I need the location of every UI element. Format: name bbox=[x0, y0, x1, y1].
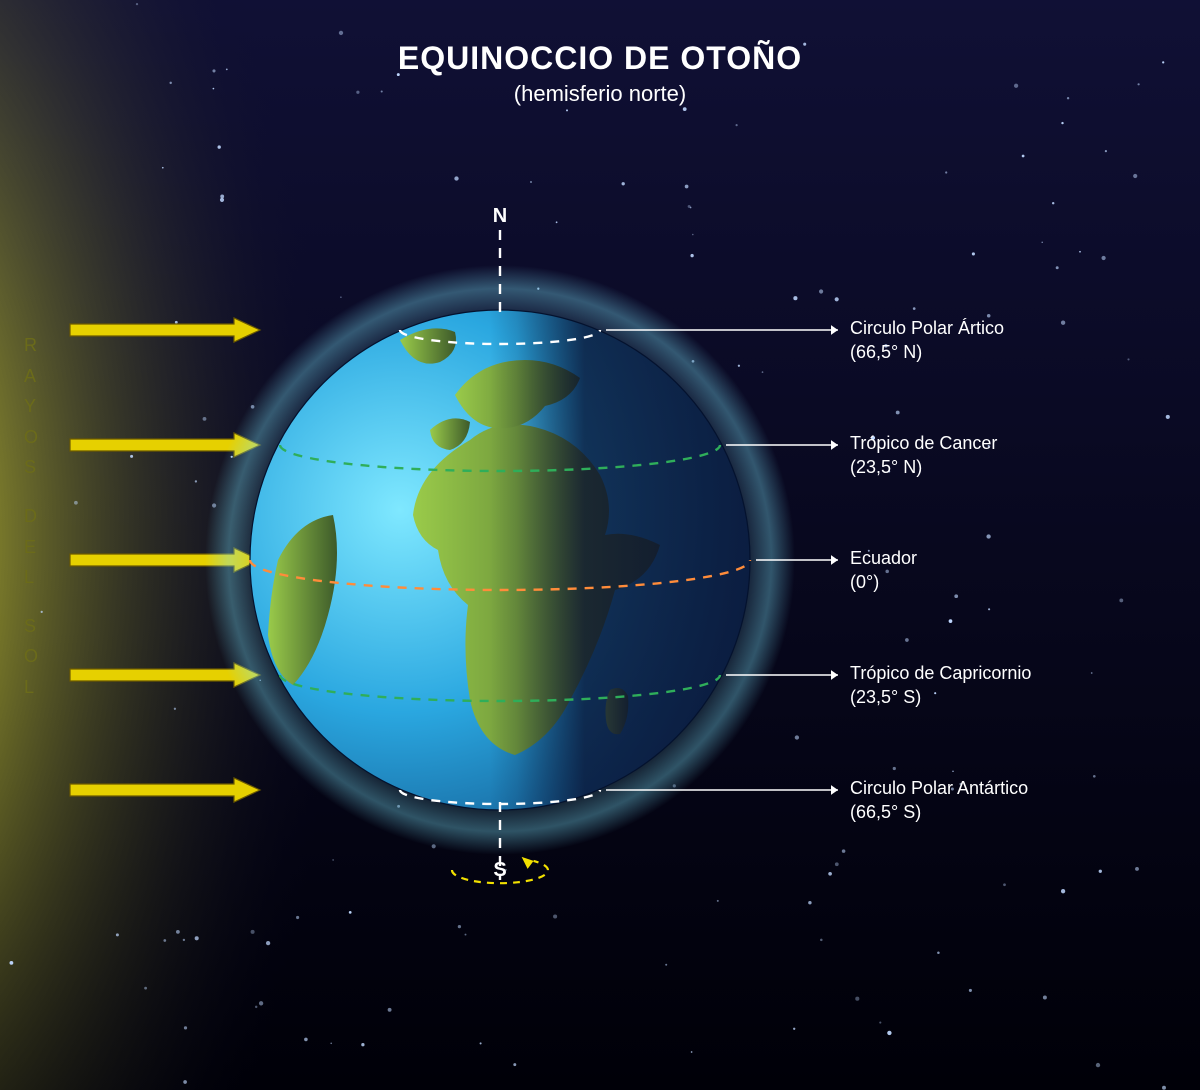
label-cancer-name: Trópico de Cancer bbox=[850, 431, 997, 455]
label-arctic: Circulo Polar Ártico (66,5° N) bbox=[850, 316, 1004, 365]
label-capricorn: Trópico de Capricornio (23,5° S) bbox=[850, 661, 1031, 710]
label-antarctic: Circulo Polar Antártico (66,5° S) bbox=[850, 776, 1028, 825]
label-antarctic-name: Circulo Polar Antártico bbox=[850, 776, 1028, 800]
pole-south-label: S bbox=[493, 859, 506, 881]
label-cancer: Trópico de Cancer (23,5° N) bbox=[850, 431, 997, 480]
label-capricorn-value: (23,5° S) bbox=[850, 685, 1031, 709]
label-antarctic-value: (66,5° S) bbox=[850, 800, 1028, 824]
label-arctic-name: Circulo Polar Ártico bbox=[850, 316, 1004, 340]
label-equator-name: Ecuador bbox=[850, 546, 917, 570]
label-cancer-value: (23,5° N) bbox=[850, 455, 997, 479]
title-block: EQUINOCCIO DE OTOÑO (hemisferio norte) bbox=[398, 40, 802, 107]
sun-label-word: SOL bbox=[24, 611, 40, 703]
label-arctic-value: (66,5° N) bbox=[850, 340, 1004, 364]
sun-label-word: RAYOS bbox=[24, 330, 40, 483]
label-equator-value: (0°) bbox=[850, 570, 917, 594]
equinox-diagram: NS bbox=[0, 0, 1200, 1090]
sun-rays-label: RAYOS DEL SOL bbox=[24, 330, 40, 721]
diagram-title: EQUINOCCIO DE OTOÑO bbox=[398, 40, 802, 77]
pole-north-label: N bbox=[493, 205, 507, 227]
diagram-subtitle: (hemisferio norte) bbox=[398, 81, 802, 107]
label-capricorn-name: Trópico de Capricornio bbox=[850, 661, 1031, 685]
sun-label-word: DEL bbox=[24, 501, 40, 593]
label-equator: Ecuador (0°) bbox=[850, 546, 917, 595]
